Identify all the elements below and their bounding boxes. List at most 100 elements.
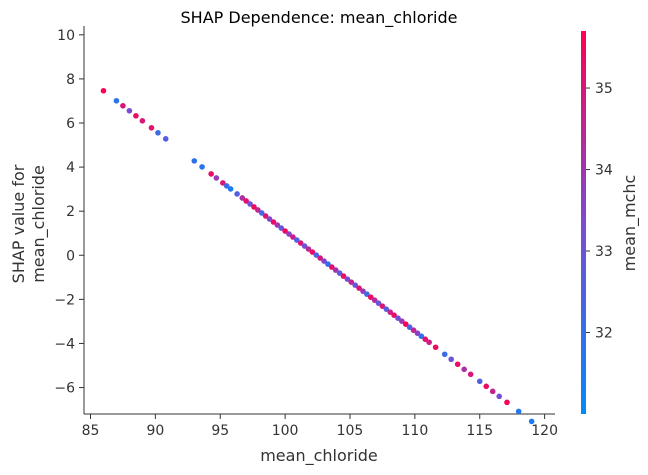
y-tick-label: 4 bbox=[66, 160, 75, 176]
colorbar-tick-label: 32 bbox=[595, 326, 613, 342]
data-point bbox=[336, 270, 343, 276]
data-point bbox=[352, 282, 358, 288]
y-tick-label: −6 bbox=[54, 381, 75, 397]
data-point bbox=[213, 175, 220, 181]
data-point bbox=[418, 333, 425, 340]
data-point bbox=[266, 216, 273, 222]
data-point bbox=[133, 112, 139, 119]
x-tick-label: 115 bbox=[466, 423, 493, 439]
data-point bbox=[126, 107, 133, 114]
data-point bbox=[199, 164, 205, 170]
data-point bbox=[360, 288, 366, 294]
x-tick-label: 85 bbox=[82, 423, 100, 439]
data-point bbox=[426, 339, 432, 346]
data-point bbox=[313, 252, 320, 258]
data-point bbox=[290, 234, 296, 240]
data-point bbox=[325, 261, 331, 267]
data-point bbox=[258, 210, 265, 216]
data-point bbox=[410, 327, 417, 334]
data-point bbox=[375, 300, 382, 306]
data-point bbox=[100, 87, 107, 94]
data-point bbox=[162, 136, 169, 142]
data-point bbox=[391, 312, 397, 318]
data-point bbox=[148, 125, 155, 131]
colorbar-tick-label: 33 bbox=[595, 244, 613, 260]
data-point bbox=[340, 273, 347, 279]
data-point bbox=[282, 228, 288, 234]
data-point bbox=[247, 201, 253, 207]
data-point bbox=[243, 198, 249, 204]
y-axis-title-line-2: mean_chloride bbox=[29, 165, 49, 283]
data-point bbox=[317, 255, 323, 261]
data-point bbox=[348, 279, 355, 285]
data-point bbox=[528, 418, 535, 425]
data-point bbox=[432, 344, 439, 351]
data-point bbox=[155, 130, 161, 136]
data-point bbox=[332, 267, 339, 273]
data-point bbox=[270, 219, 277, 225]
data-point bbox=[223, 183, 230, 189]
data-point bbox=[448, 356, 454, 363]
data-point bbox=[476, 378, 483, 385]
data-point bbox=[297, 240, 304, 246]
data-point bbox=[208, 171, 214, 177]
data-point bbox=[496, 393, 503, 400]
data-point bbox=[414, 330, 421, 337]
data-point bbox=[191, 158, 198, 164]
colorbar-tick-label: 34 bbox=[595, 163, 613, 179]
data-point bbox=[239, 195, 246, 201]
data-point bbox=[422, 336, 429, 343]
x-tick-label: 105 bbox=[337, 423, 364, 439]
scatter-points bbox=[100, 87, 535, 425]
y-axis-title-line-1: SHAP value for bbox=[9, 164, 28, 283]
data-point bbox=[379, 303, 386, 309]
data-point bbox=[406, 324, 413, 331]
x-tick-label: 110 bbox=[402, 423, 429, 439]
colorbar bbox=[581, 31, 586, 414]
x-tick-label: 120 bbox=[531, 423, 558, 439]
y-tick-label: 6 bbox=[66, 116, 75, 132]
data-point bbox=[234, 191, 240, 197]
data-point bbox=[344, 276, 351, 282]
data-point bbox=[113, 97, 120, 104]
data-point bbox=[367, 294, 374, 300]
x-tick-label: 90 bbox=[146, 423, 164, 439]
data-point bbox=[278, 225, 285, 231]
data-point bbox=[515, 408, 522, 415]
data-point bbox=[305, 246, 312, 252]
chart-title: SHAP Dependence: mean_chloride bbox=[181, 8, 458, 28]
x-tick-label: 100 bbox=[272, 423, 299, 439]
x-axis-ticks: 85 90 95 100 105 110 115 120 bbox=[82, 414, 558, 439]
colorbar-tick-label: 35 bbox=[595, 81, 613, 97]
data-point bbox=[286, 231, 292, 237]
data-point bbox=[467, 371, 474, 378]
data-point bbox=[395, 315, 401, 321]
y-tick-label: −2 bbox=[54, 292, 75, 308]
data-point bbox=[461, 366, 467, 373]
data-point bbox=[383, 306, 390, 312]
data-point bbox=[227, 186, 234, 192]
data-point bbox=[255, 207, 261, 213]
y-tick-label: 8 bbox=[66, 72, 75, 88]
data-point bbox=[309, 249, 316, 255]
data-point bbox=[139, 118, 146, 124]
y-tick-label: 2 bbox=[66, 204, 75, 220]
y-axis-ticks: −6 −4 −2 0 2 4 6 8 10 bbox=[54, 28, 84, 397]
data-point bbox=[120, 102, 126, 109]
data-point bbox=[321, 258, 327, 264]
data-point bbox=[387, 309, 394, 315]
data-point bbox=[504, 399, 510, 406]
data-point bbox=[329, 264, 335, 270]
data-point bbox=[483, 383, 490, 390]
data-point bbox=[371, 297, 378, 303]
data-point bbox=[274, 222, 281, 228]
data-point bbox=[441, 351, 448, 358]
data-point bbox=[251, 204, 257, 210]
x-tick-label: 95 bbox=[211, 423, 229, 439]
y-tick-label: 0 bbox=[66, 248, 75, 264]
data-point bbox=[454, 361, 461, 368]
data-point bbox=[262, 213, 269, 219]
data-point bbox=[356, 285, 362, 291]
data-point bbox=[220, 180, 226, 186]
